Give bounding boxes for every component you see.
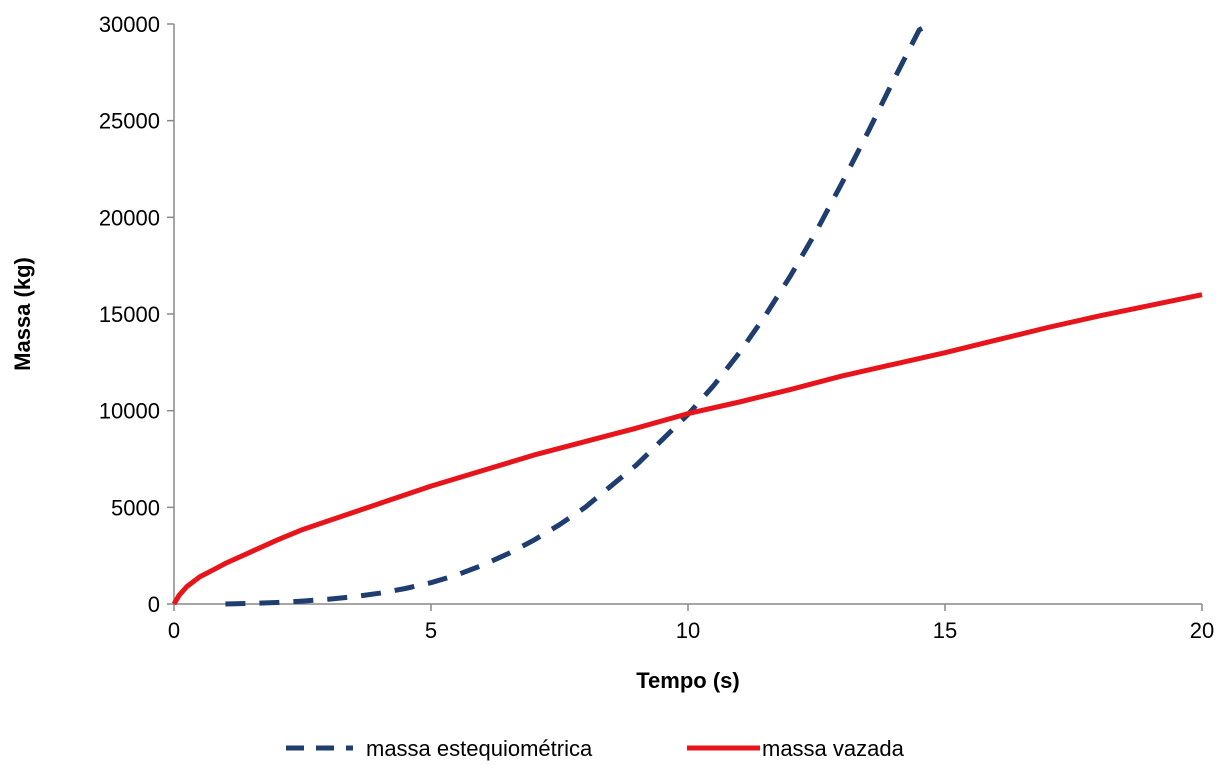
legend-label-massa-estequiometrica: massa estequiométrica bbox=[366, 736, 593, 761]
y-tick-label: 15000 bbox=[99, 302, 160, 327]
x-tick-label: 20 bbox=[1190, 618, 1214, 643]
series-line-massa-vazada bbox=[171, 292, 1203, 606]
x-tick-label: 5 bbox=[425, 618, 437, 643]
legend-item-massa-vazada: massa vazada bbox=[687, 736, 905, 761]
legend-label-massa-vazada: massa vazada bbox=[762, 736, 905, 761]
plot-area: 0 5 10 15 20 0 5000 10000 15000 20000 25000 30000 bbox=[99, 12, 1214, 643]
legend: massa estequiométrica massa vazada bbox=[286, 736, 905, 761]
y-tick-label: 10000 bbox=[99, 399, 160, 424]
series-line-massa-estequiometrica bbox=[225, 21, 931, 607]
series-layer bbox=[171, 21, 1203, 607]
x-tick-label: 10 bbox=[676, 618, 700, 643]
x-tick-label: 0 bbox=[168, 618, 180, 643]
y-tick-label: 25000 bbox=[99, 109, 160, 134]
y-tick-label: 5000 bbox=[111, 495, 160, 520]
x-axis-ticks: 0 5 10 15 20 bbox=[168, 604, 1214, 643]
x-tick-label: 15 bbox=[933, 618, 957, 643]
y-tick-label: 30000 bbox=[99, 12, 160, 37]
y-axis-ticks: 0 5000 10000 15000 20000 25000 30000 bbox=[99, 12, 174, 617]
y-axis-title: Massa (kg) bbox=[10, 257, 35, 371]
y-tick-label: 0 bbox=[148, 592, 160, 617]
x-axis-title: Tempo (s) bbox=[636, 668, 739, 693]
y-tick-label: 20000 bbox=[99, 205, 160, 230]
legend-item-massa-estequiometrica: massa estequiométrica bbox=[286, 736, 593, 761]
